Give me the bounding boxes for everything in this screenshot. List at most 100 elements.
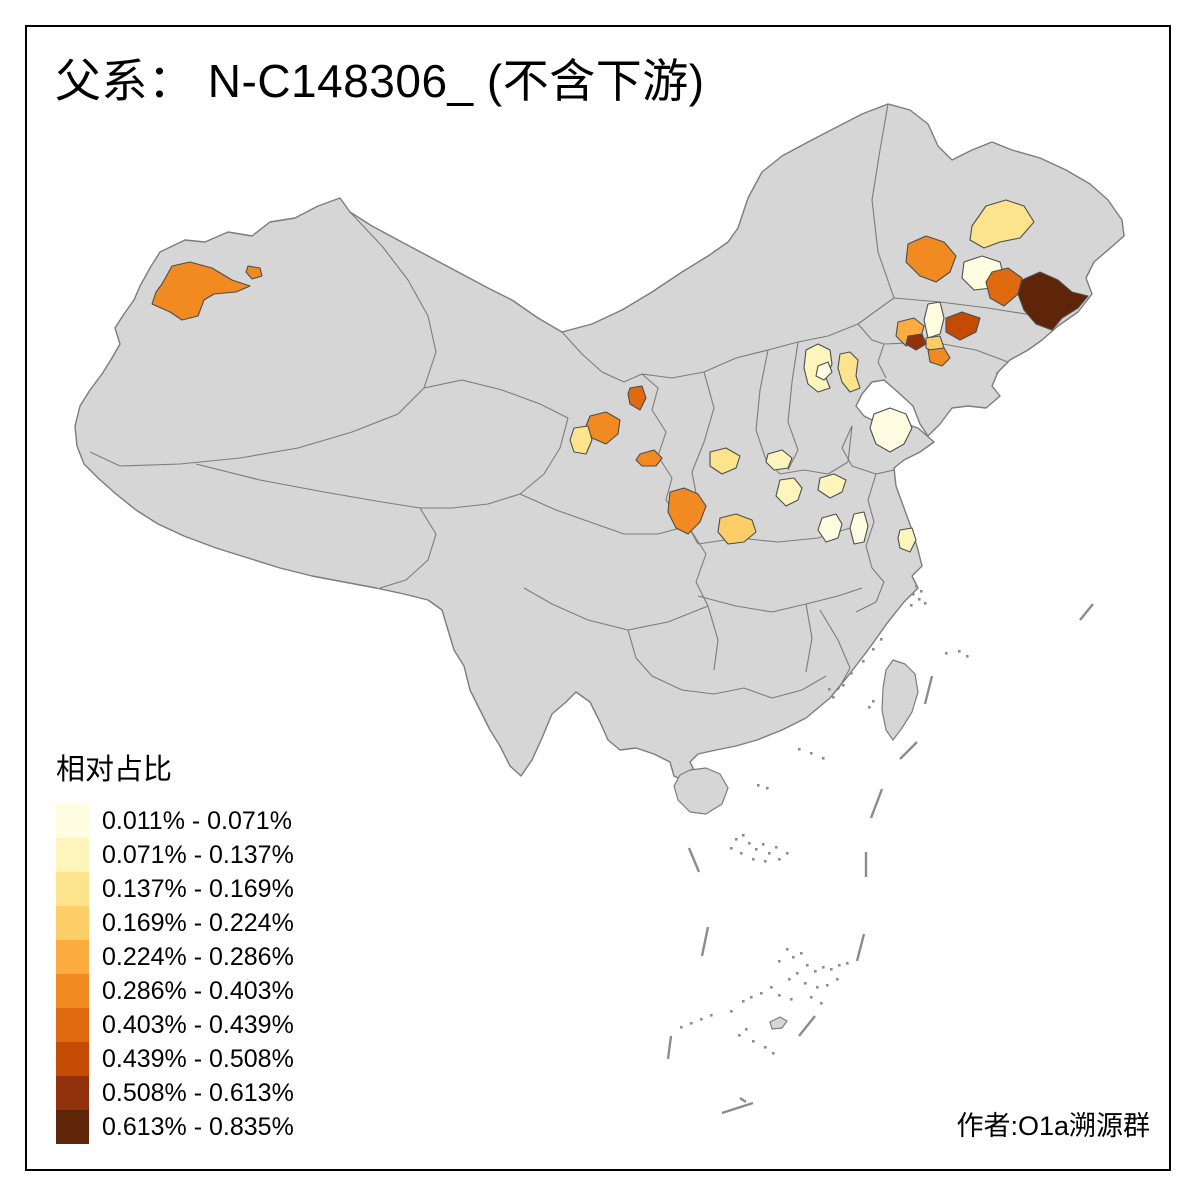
legend-item-2: 0.071% - 0.137%: [56, 838, 294, 872]
islet-dot-1: [915, 585, 918, 588]
province-border-8: [641, 297, 895, 379]
legend-swatch-10: [56, 1110, 89, 1144]
province-border-17: [841, 425, 895, 475]
chart-title: 父系： N-C148306_ (不含下游): [55, 55, 705, 107]
islet-dot-4: [918, 598, 921, 601]
sea-dash-segment-7: [700, 926, 710, 957]
map-region-qingdao-weifang-shandong: [869, 407, 913, 453]
islet-dot-18: [868, 706, 871, 709]
islet-dot-7: [880, 638, 883, 641]
islet-dot-59: [810, 996, 813, 999]
islet-dot-6: [910, 604, 913, 607]
province-border-30: [819, 609, 851, 691]
islet-dot-69: [690, 1022, 693, 1025]
legend-swatch-6: [56, 974, 89, 1008]
islet-dot-27: [755, 848, 758, 851]
map-region-ili-northwest-xinjiang: [151, 261, 251, 321]
legend-label-7: 0.403% - 0.439%: [102, 1010, 294, 1039]
islet-dot-11: [842, 684, 845, 687]
legend-swatch-2: [56, 838, 89, 872]
province-border-20: [865, 473, 877, 569]
map-region-beijing-core: [815, 361, 833, 381]
islet-dot-22: [757, 784, 760, 787]
island-south-sea-shoal: [769, 1016, 788, 1030]
province-border-31: [855, 567, 885, 613]
islet-dot-52: [836, 978, 839, 981]
legend-swatch-4: [56, 906, 89, 940]
province-border-24: [523, 587, 709, 631]
legend-label-8: 0.439% - 0.508%: [102, 1044, 294, 1073]
legend-item-9: 0.508% - 0.613%: [56, 1076, 294, 1110]
islet-dot-57: [778, 994, 781, 997]
islet-dot-23: [766, 787, 769, 790]
legend-item-5: 0.224% - 0.286%: [56, 940, 294, 974]
islet-dot-56: [742, 1000, 745, 1003]
map-region-north-shaanxi: [765, 449, 793, 471]
sea-dash-segment-12: [739, 1097, 747, 1103]
islet-dot-55: [750, 996, 753, 999]
islet-dot-13: [828, 688, 831, 691]
map-region-shenyang-area-liaoning: [923, 301, 945, 339]
province-border-29: [805, 603, 813, 673]
islet-dot-26: [748, 842, 751, 845]
islet-dot-40: [778, 960, 781, 963]
map-region-pingliang-gansu: [709, 447, 741, 475]
map-region-nanyang-henan: [817, 513, 843, 543]
legend-item-4: 0.169% - 0.224%: [56, 906, 294, 940]
islet-dot-50: [816, 986, 819, 989]
sea-dash-segment-9: [798, 1015, 816, 1037]
islet-dot-5: [924, 602, 927, 605]
map-region-zhengzhou-henan: [817, 473, 847, 499]
legend-label-1: 0.011% - 0.071%: [102, 806, 292, 835]
province-border-18: [847, 425, 853, 463]
islet-dot-9: [862, 660, 865, 663]
islet-dot-17: [872, 700, 875, 703]
province-border-22: [519, 493, 689, 535]
legend-item-1: 0.011% - 0.071%: [56, 804, 294, 838]
islet-dot-65: [738, 1034, 741, 1037]
islet-dot-51: [826, 984, 829, 987]
islet-dot-12: [832, 696, 835, 699]
islet-dot-41: [806, 964, 809, 967]
sea-dash-segment-10: [666, 1035, 673, 1060]
legend-swatch-8: [56, 1042, 89, 1076]
province-border-9: [871, 103, 895, 299]
islet-dot-63: [730, 1010, 733, 1013]
sea-dash-segment-4: [869, 788, 884, 819]
legend-label-5: 0.224% - 0.286%: [102, 942, 294, 971]
legend-item-8: 0.439% - 0.508%: [56, 1042, 294, 1076]
islet-dot-8: [872, 648, 875, 651]
legend-item-10: 0.613% - 0.835%: [56, 1110, 294, 1144]
islet-dot-43: [822, 966, 825, 969]
islet-dot-16: [966, 655, 969, 658]
islet-dot-36: [786, 852, 789, 855]
islet-dot-34: [764, 860, 767, 863]
province-border-5: [423, 379, 569, 419]
map-region-yancheng-nantong-jiangsu: [897, 527, 917, 553]
province-border-26: [707, 605, 719, 671]
islet-dot-67: [764, 1046, 767, 1049]
province-border-3: [195, 463, 421, 509]
islet-dot-39: [800, 952, 803, 955]
legend-swatch-5: [56, 940, 89, 974]
map-region-hanzhong-guangyuan: [717, 513, 757, 545]
islet-dot-60: [820, 1002, 823, 1005]
islet-dot-54: [760, 992, 763, 995]
islet-dot-30: [775, 846, 778, 849]
islet-dot-53: [770, 986, 773, 989]
islet-dot-19: [810, 752, 813, 755]
map-region-north-gansu-ningxia: [627, 385, 647, 411]
legend-label-10: 0.613% - 0.835%: [102, 1112, 294, 1141]
legend-rows: 0.011% - 0.071% 0.071% - 0.137% 0.137% - 0…: [56, 804, 294, 1144]
islet-dot-31: [740, 852, 743, 855]
islet-dot-48: [788, 978, 791, 981]
legend-label-9: 0.508% - 0.613%: [102, 1078, 294, 1107]
sea-dash-segment-8: [855, 933, 866, 962]
map-region-jilin-fushun-area: [945, 311, 981, 341]
legend: 相对占比 0.011% - 0.071% 0.071% - 0.137% 0.137…: [56, 746, 294, 1144]
province-border-21: [697, 587, 863, 613]
map-region-tianshui-baoji: [667, 487, 707, 535]
islet-dot-64: [745, 1028, 748, 1031]
islet-dot-2: [920, 590, 923, 593]
